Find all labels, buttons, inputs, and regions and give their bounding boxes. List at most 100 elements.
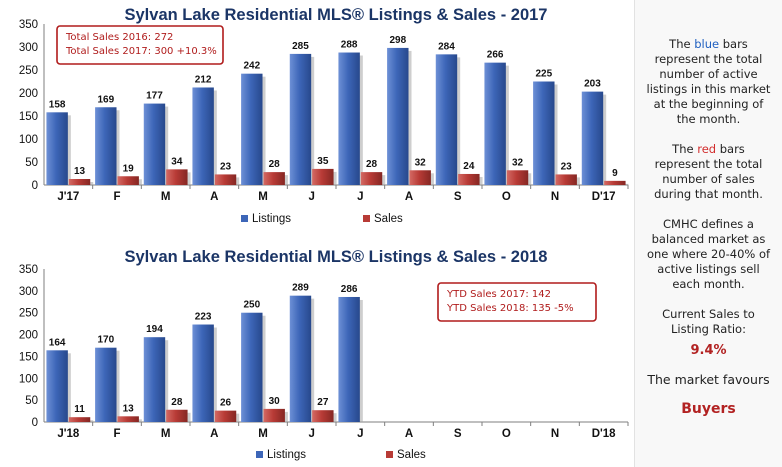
x-tick-label: J: [357, 428, 363, 440]
listings-bar: [289, 53, 312, 186]
annotation-box: [56, 25, 224, 65]
legend-sales-swatch: [386, 451, 393, 458]
sales-value-label: 26: [220, 398, 232, 409]
x-tick-label: F: [113, 191, 120, 203]
listings-value-label: 284: [438, 41, 455, 52]
x-tick-label: J: [308, 191, 314, 203]
sales-bar: [604, 180, 626, 185]
annotation-line: Total Sales 2017: 300 +10.3%: [65, 46, 217, 57]
sales-value-label: 23: [220, 161, 232, 172]
red-bars-note: The red bars represent the total number …: [645, 142, 772, 202]
sales-value-label: 30: [269, 396, 281, 407]
sales-value-label: 13: [123, 403, 135, 414]
sales-bar: [166, 409, 188, 422]
legend-sales-swatch: [363, 215, 370, 222]
sales-bar: [214, 174, 237, 185]
listings-value-label: 242: [243, 61, 260, 72]
y-tick-label: 250: [19, 308, 38, 320]
x-tick-label: A: [405, 428, 413, 440]
listings-bar: [338, 296, 360, 422]
sales-value-label: 23: [561, 161, 573, 172]
y-tick-label: 100: [19, 134, 38, 146]
listings-value-label: 158: [49, 99, 66, 110]
listings-value-label: 288: [341, 40, 358, 51]
x-tick-label: A: [210, 191, 218, 203]
chart-2018: Sylvan Lake Residential MLS® Listings & …: [19, 248, 629, 461]
chart-title: Sylvan Lake Residential MLS® Listings & …: [125, 6, 548, 24]
y-tick-label: 0: [32, 417, 38, 429]
blue-note-prefix: The: [669, 37, 691, 51]
x-tick-label: S: [454, 428, 462, 440]
x-tick-label: J: [308, 428, 314, 440]
y-tick-label: 150: [19, 351, 38, 363]
listings-value-label: 286: [341, 284, 358, 295]
listings-value-label: 194: [146, 324, 163, 335]
blue-word: blue: [694, 37, 720, 51]
sales-bar: [263, 408, 285, 422]
x-tick-label: M: [258, 191, 268, 203]
sales-bar: [458, 173, 480, 185]
sales-value-label: 11: [74, 404, 85, 415]
annotation-line: YTD Sales 2017: 142: [446, 289, 551, 300]
x-tick-label: A: [405, 191, 413, 203]
legend-listings-swatch: [241, 215, 248, 222]
x-tick-label: O: [502, 191, 511, 203]
explanation-sidebar: The blue bars represent the total number…: [634, 0, 782, 467]
blue-note-text: bars represent the total number of activ…: [646, 37, 771, 126]
listings-bar: [241, 73, 263, 185]
market-favours-value: Buyers: [681, 401, 736, 417]
listings-bar: [192, 324, 214, 422]
listings-value-label: 169: [97, 94, 114, 105]
red-word: red: [697, 142, 717, 156]
ratio-value: 9.4%: [690, 343, 727, 358]
x-tick-label: J: [357, 191, 363, 203]
listings-bar: [95, 107, 117, 185]
listings-value-label: 298: [389, 35, 406, 46]
sales-value-label: 19: [123, 163, 135, 174]
sales-value-label: 34: [171, 156, 183, 167]
listings-bar: [387, 47, 409, 185]
sales-value-label: 27: [317, 397, 329, 408]
sales-bar: [312, 168, 334, 185]
listings-value-label: 177: [146, 91, 163, 102]
x-tick-label: O: [502, 428, 511, 440]
listings-value-label: 164: [49, 337, 66, 348]
sales-value-label: 28: [269, 159, 281, 170]
red-note-text: bars represent the total number of sales…: [654, 142, 763, 201]
x-tick-label: D'17: [592, 191, 616, 203]
annotation-line: YTD Sales 2018: 135 -5%: [446, 303, 574, 314]
listings-bar: [581, 91, 604, 185]
y-tick-label: 50: [25, 157, 38, 169]
red-note-prefix: The: [672, 142, 694, 156]
listings-bar: [241, 312, 263, 422]
listings-value-label: 250: [243, 300, 260, 311]
blue-bars-note: The blue bars represent the total number…: [645, 37, 772, 127]
legend-sales-label: Sales: [374, 213, 403, 225]
y-tick-label: 200: [19, 330, 38, 342]
listings-value-label: 212: [195, 74, 212, 85]
sales-value-label: 35: [317, 156, 329, 167]
listings-bar: [192, 87, 214, 185]
listings-value-label: 203: [584, 79, 601, 90]
sales-bar: [68, 417, 91, 422]
listings-value-label: 223: [195, 312, 212, 323]
sales-bar: [555, 174, 577, 185]
listings-value-label: 266: [487, 50, 504, 61]
sales-value-label: 9: [612, 168, 618, 179]
sales-value-label: 32: [415, 157, 427, 168]
listings-bar: [338, 52, 360, 185]
legend-listings-swatch: [256, 451, 263, 458]
y-tick-label: 350: [19, 264, 38, 276]
x-tick-label: M: [258, 428, 268, 440]
cmhc-note: CMHC defines a balanced market as one wh…: [646, 217, 771, 291]
y-tick-label: 350: [19, 19, 38, 31]
y-tick-label: 0: [32, 180, 38, 192]
x-tick-label: F: [113, 428, 120, 440]
sales-bar: [214, 410, 237, 422]
sales-bar: [506, 170, 529, 185]
market-favours-label: The market favours: [647, 372, 770, 387]
annotation-line: Total Sales 2016: 272: [65, 32, 173, 43]
y-tick-label: 50: [25, 395, 38, 407]
y-tick-label: 200: [19, 88, 38, 100]
